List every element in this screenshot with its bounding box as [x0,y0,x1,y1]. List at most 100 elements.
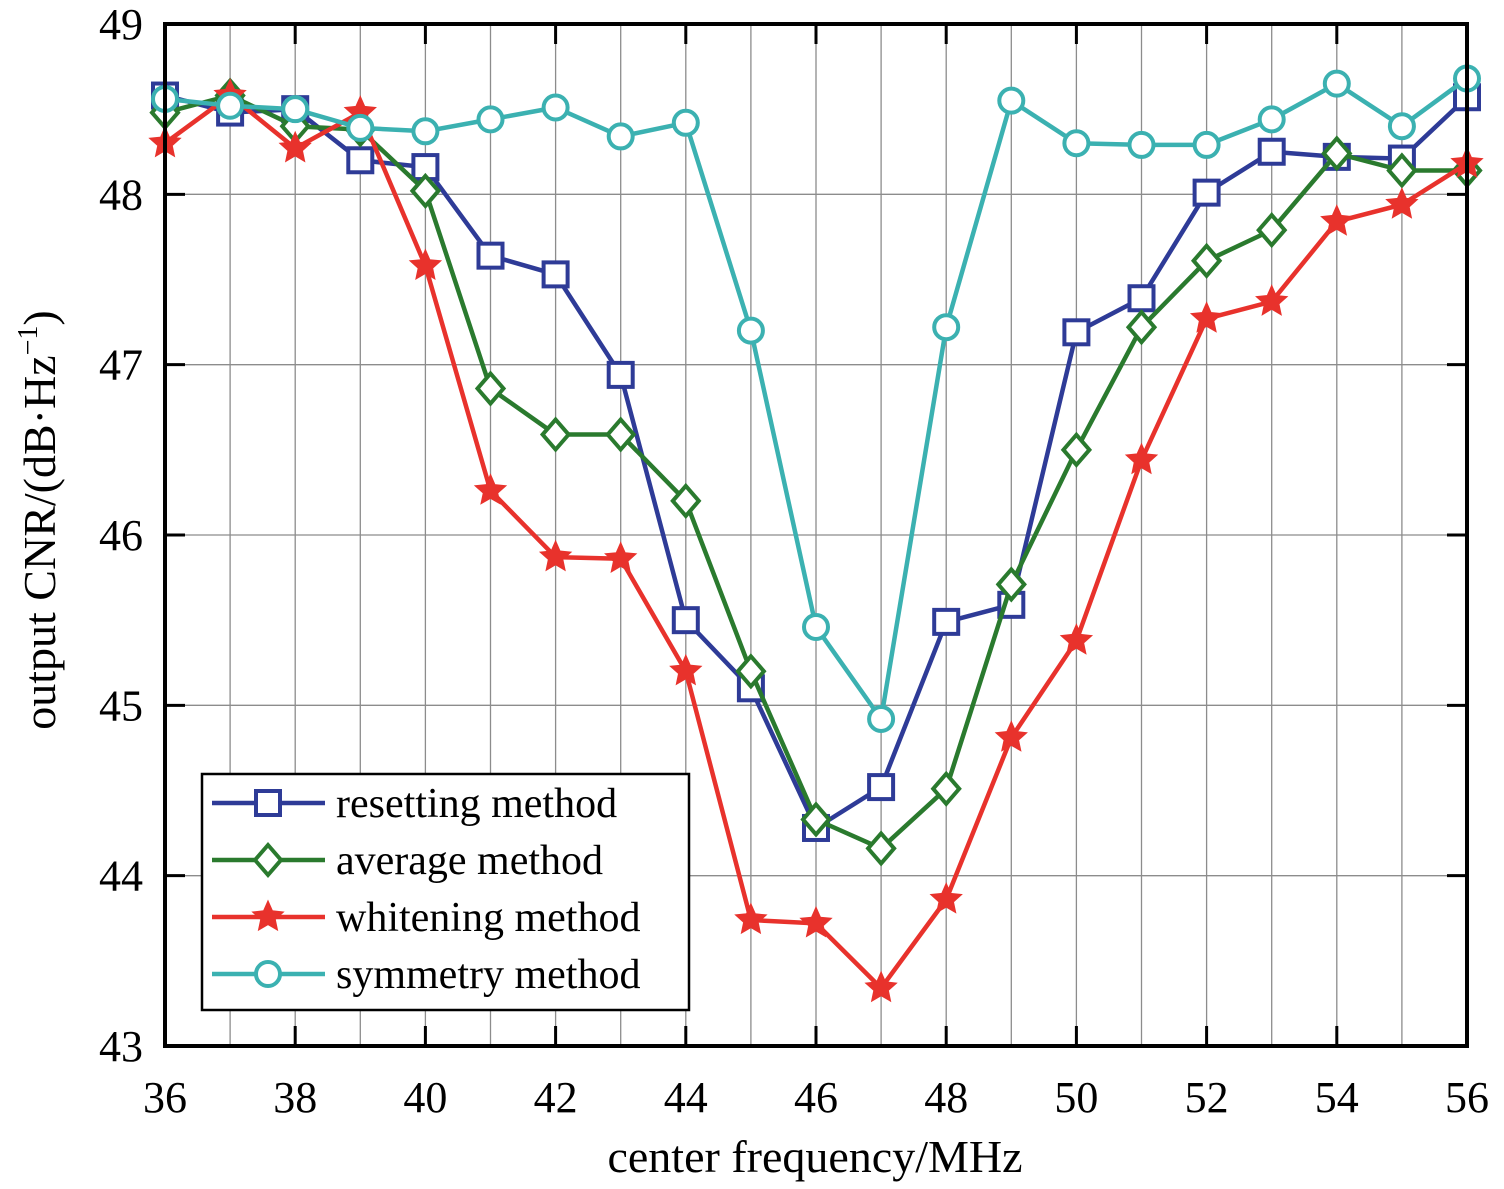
data-point [474,370,507,407]
data-point [541,93,570,122]
y-tick-label: 49 [99,0,143,49]
y-tick-label: 46 [99,511,143,560]
data-point [867,704,896,733]
y-tick-label: 45 [99,681,143,730]
legend-marker [251,899,285,932]
data-point [1062,318,1091,347]
y-tick-label: 48 [99,170,143,219]
x-tick-label: 44 [664,1073,708,1122]
data-point [932,313,961,342]
data-point [1320,204,1354,236]
data-point [606,122,635,151]
data-point [669,653,703,686]
data-point [929,881,963,914]
data-point [670,482,702,519]
data-point [346,113,375,142]
data-point [1127,284,1156,313]
x-tick-label: 38 [273,1073,317,1122]
legend-marker [252,841,284,879]
data-point [997,86,1026,115]
legend: resetting method average method whitening … [200,772,691,1012]
data-point [408,248,443,280]
data-point [1192,130,1221,159]
data-point [800,801,832,838]
data-point [409,172,442,209]
legend-label: resetting method [336,781,617,827]
data-point [1257,137,1286,166]
data-point [539,416,572,453]
y-axis-label-close: ) [14,310,65,325]
legend-item: resetting method [212,781,617,827]
data-point [1059,623,1094,655]
data-point [216,91,245,120]
data-point [541,260,570,289]
data-point [604,541,638,574]
data-point [1322,69,1351,98]
grid-lines [165,24,1467,1046]
y-axis-label-main: output CNR/(dB·Hz [14,355,65,729]
legend-item: whitening method [212,895,640,941]
legend-label: whitening method [336,895,640,941]
data-point [1256,212,1288,249]
legend-item: average method [212,838,603,884]
data-point [1062,129,1091,158]
data-point [1124,442,1159,475]
x-tick-label: 42 [534,1073,578,1122]
legend-marker [254,789,282,817]
y-tick-label: 47 [99,341,143,390]
tick-labels: 36 38 40 42 44 46 48 50 52 54 56 43 44 45 46 47 48 49 [99,0,1489,1122]
plot-frame [163,22,1469,1048]
data-point [1127,130,1156,159]
x-tick-label: 50 [1054,1073,1098,1122]
data-point [736,316,765,345]
data-point [606,360,635,389]
data-point [865,830,897,867]
x-tick-label: 36 [143,1073,187,1122]
data-point [1189,301,1224,333]
x-tick-label: 52 [1185,1073,1229,1122]
data-point [995,566,1027,603]
x-tick-label: 48 [924,1073,968,1122]
legend-label: symmetry method [336,952,640,998]
legend-box [200,772,691,1012]
legend-marker [254,960,282,988]
data-point [867,773,896,802]
data-point [734,902,768,935]
y-tick-label: 44 [99,852,143,901]
data-point [864,970,898,1003]
data-point [1255,284,1289,316]
data-point [799,905,833,938]
data-point [538,539,573,572]
data-point [476,105,505,134]
data-point [1060,431,1093,468]
data-point [605,416,637,453]
data-point [671,108,700,137]
chart-series [148,64,1484,1003]
data-point [473,473,508,505]
data-point [1190,242,1223,279]
x-tick-label: 54 [1315,1073,1359,1122]
data-point [930,770,962,807]
data-point [671,606,700,635]
data-point [1386,152,1418,189]
data-point [1257,105,1286,134]
legend-label: average method [336,838,603,884]
y-axis-label-superscript: −1 [13,326,44,356]
x-tick-label: 46 [794,1073,838,1122]
data-point [735,653,767,690]
x-tick-label: 40 [403,1073,447,1122]
data-point [932,607,961,636]
data-point [1125,309,1158,346]
x-axis-label: center frequency/MHz [607,1131,1022,1182]
data-point [1321,135,1353,172]
data-point [1192,178,1221,207]
data-point [278,130,312,163]
data-point [281,95,310,124]
data-point [994,720,1028,752]
data-point [476,241,505,270]
data-point [1385,187,1419,219]
x-tick-label: 56 [1445,1073,1489,1122]
legend-item: symmetry method [212,952,640,998]
data-point [1387,112,1416,141]
